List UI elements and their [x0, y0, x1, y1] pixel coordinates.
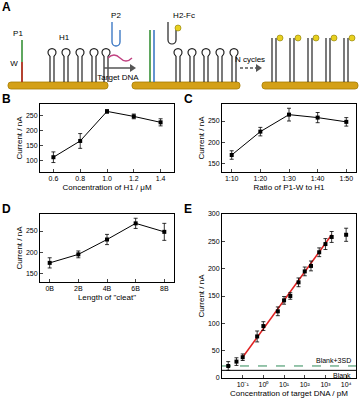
svg-text:Current / nA: Current / nA	[197, 116, 206, 160]
svg-text:0: 0	[216, 374, 220, 381]
svg-text:100: 100	[208, 320, 220, 327]
svg-text:250: 250	[26, 227, 38, 234]
svg-text:200: 200	[26, 249, 38, 256]
svg-text:1:50: 1:50	[339, 175, 353, 182]
svg-text:1.2: 1.2	[129, 175, 139, 182]
svg-text:0.8: 0.8	[75, 175, 85, 182]
svg-text:H2-Fc: H2-Fc	[173, 11, 195, 20]
svg-text:150: 150	[26, 270, 38, 277]
svg-text:10³: 10³	[320, 381, 331, 388]
svg-text:50: 50	[212, 347, 220, 354]
svg-text:Ratio of P1-W to H1: Ratio of P1-W to H1	[253, 183, 325, 192]
svg-text:1:20: 1:20	[254, 175, 268, 182]
html-text:B: B	[2, 92, 11, 106]
svg-text:1:40: 1:40	[311, 175, 325, 182]
svg-text:Current / nA: Current / nA	[15, 226, 24, 270]
svg-text:Length of "cleat": Length of "cleat"	[78, 293, 136, 302]
svg-text:H1: H1	[59, 33, 70, 42]
svg-text:300: 300	[208, 210, 220, 217]
svg-text:200: 200	[208, 265, 220, 272]
svg-text:4B: 4B	[103, 285, 112, 292]
svg-text:W: W	[10, 59, 18, 68]
html-text:D: D	[2, 202, 11, 216]
svg-text:10¹: 10¹	[279, 381, 290, 388]
html-text:E: E	[184, 202, 192, 216]
svg-text:1.4: 1.4	[156, 175, 166, 182]
svg-text:200: 200	[208, 139, 220, 146]
svg-text:250: 250	[26, 112, 38, 119]
svg-text:10⁴: 10⁴	[341, 381, 352, 388]
svg-text:150: 150	[208, 160, 220, 167]
svg-text:P2: P2	[111, 11, 121, 20]
svg-text:150: 150	[208, 292, 220, 299]
svg-text:Target DNA: Target DNA	[97, 73, 139, 82]
svg-text:8B: 8B	[160, 285, 169, 292]
svg-text:250: 250	[208, 238, 220, 245]
svg-text:2B: 2B	[74, 285, 83, 292]
svg-text:100: 100	[26, 157, 38, 164]
svg-text:6B: 6B	[131, 285, 140, 292]
svg-text:10⁻¹: 10⁻¹	[237, 381, 250, 388]
svg-text:Concentration of target DNA /: Concentration of target DNA / pM	[230, 389, 348, 398]
svg-text:250: 250	[208, 117, 220, 124]
svg-text:P1: P1	[13, 29, 23, 38]
svg-text:1:10: 1:10	[225, 175, 239, 182]
svg-text:Current / nA: Current / nA	[15, 116, 24, 160]
svg-text:150: 150	[26, 142, 38, 149]
svg-text:Blank+3SD: Blank+3SD	[316, 357, 351, 364]
html-text:A: A	[2, 0, 11, 14]
svg-text:N cycles: N cycles	[235, 55, 265, 64]
svg-text:10²: 10²	[300, 381, 311, 388]
svg-text:0.6: 0.6	[49, 175, 59, 182]
svg-text:Current / nA: Current / nA	[197, 274, 206, 318]
svg-text:Blank: Blank	[333, 372, 351, 379]
svg-text:1:30: 1:30	[282, 175, 296, 182]
svg-text:0B: 0B	[45, 285, 54, 292]
svg-text:1.0: 1.0	[102, 175, 112, 182]
svg-text:200: 200	[26, 127, 38, 134]
svg-text:10⁰: 10⁰	[258, 381, 269, 388]
svg-text:Concentration of H1 / μM: Concentration of H1 / μM	[62, 183, 151, 192]
html-text:C: C	[184, 92, 193, 106]
